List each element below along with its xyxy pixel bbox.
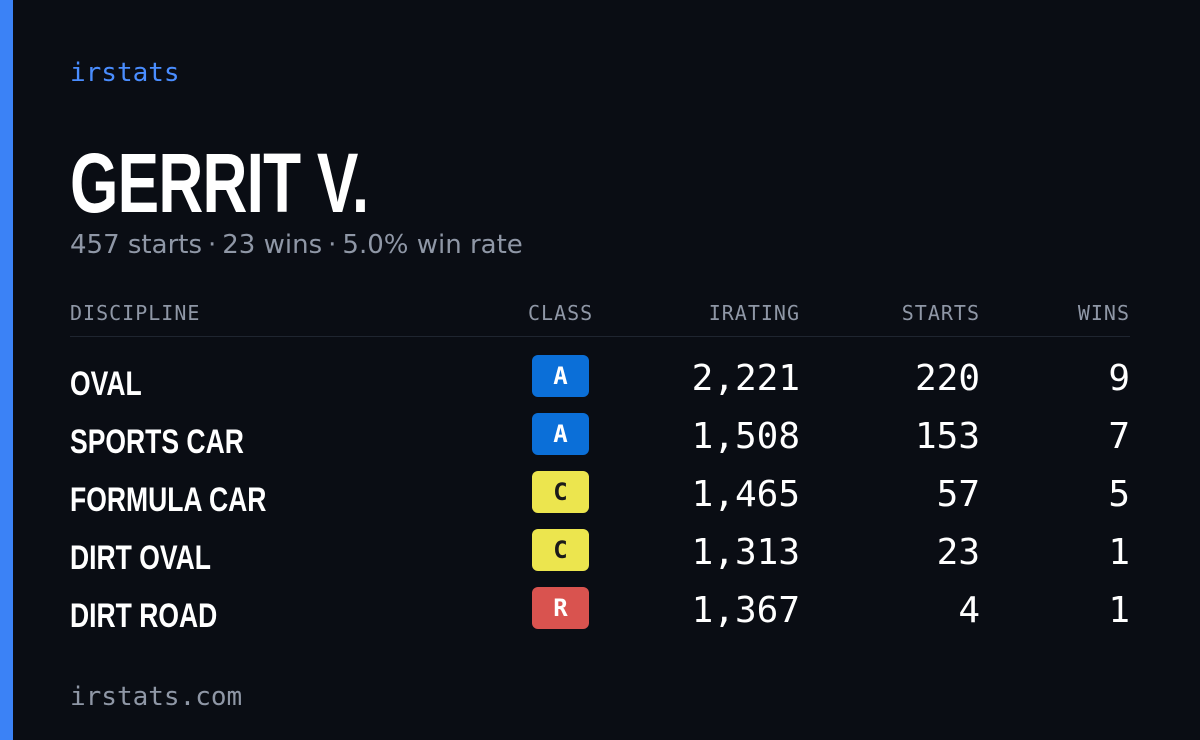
class-badge: A [532,413,589,455]
header-irating: IRATING [708,301,800,325]
starts-value: 23 [936,532,980,573]
irating-value: 1,367 [691,590,800,631]
irating-value: 1,313 [691,532,800,573]
separator: · [328,230,337,260]
class-badge: C [532,471,589,513]
irating-value: 1,465 [691,474,800,515]
starts-value: 220 [914,358,980,399]
starts-value: 57 [936,474,980,515]
table-row: DIRT OVAL C 1,313 23 1 [70,527,1130,585]
footer-url: irstats.com [70,682,243,712]
driver-summary: 457 starts · 23 wins · 5.0% win rate [70,228,523,262]
wins-summary: 23 wins [222,230,323,260]
discipline-name: OVAL [70,365,142,403]
separator: · [208,230,217,260]
table-header: DISCIPLINE CLASS IRATING STARTS WINS [70,296,1130,337]
starts-value: 4 [958,590,980,631]
class-badge: R [532,587,589,629]
table-row: DIRT ROAD R 1,367 4 1 [70,585,1130,643]
driver-name: GERRIT V. [70,136,369,230]
table-body: OVAL A 2,221 220 9 SPORTS CAR A 1,508 15… [70,353,1130,643]
wins-value: 7 [1108,416,1130,457]
header-class: CLASS [528,301,594,325]
header-wins: WINS [1077,301,1130,325]
class-badge: A [532,355,589,397]
starts-value: 153 [914,416,980,457]
discipline-name: DIRT ROAD [70,597,218,635]
header-starts: STARTS [901,301,980,325]
wins-value: 9 [1108,358,1130,399]
discipline-name: SPORTS CAR [70,423,244,461]
irating-value: 1,508 [691,416,800,457]
table-row: SPORTS CAR A 1,508 153 7 [70,411,1130,469]
discipline-name: FORMULA CAR [70,481,267,519]
win-rate-summary: 5.0% win rate [342,230,523,260]
wins-value: 5 [1108,474,1130,515]
table-row: OVAL A 2,221 220 9 [70,353,1130,411]
table-row: FORMULA CAR C 1,465 57 5 [70,469,1130,527]
discipline-table: DISCIPLINE CLASS IRATING STARTS WINS OVA… [70,296,1130,643]
wins-value: 1 [1108,532,1130,573]
class-badge: C [532,529,589,571]
header-discipline: DISCIPLINE [70,301,201,325]
irating-value: 2,221 [691,358,800,399]
discipline-name: DIRT OVAL [70,539,211,577]
brand-logo-text: irstats [70,58,180,88]
starts-summary: 457 starts [70,230,202,260]
wins-value: 1 [1108,590,1130,631]
accent-bar [0,0,13,740]
